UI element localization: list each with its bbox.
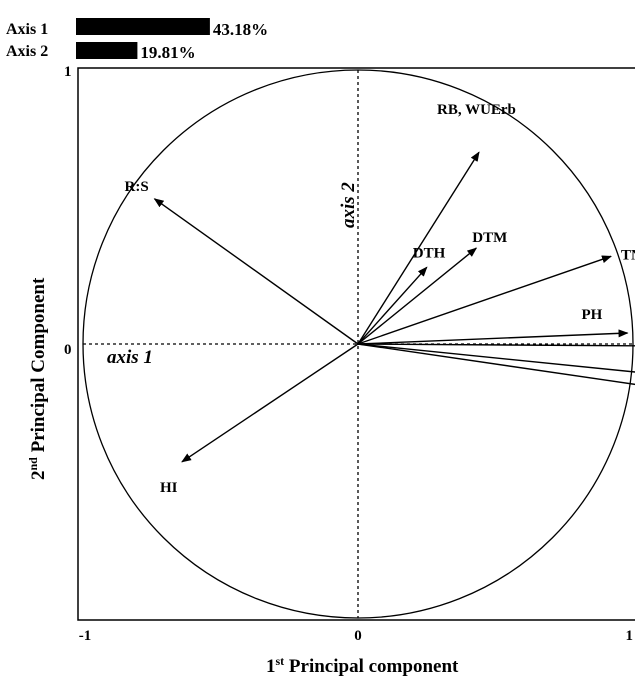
variance-label-axis2: Axis 2	[6, 43, 48, 60]
vector-arrow-tn	[357, 255, 612, 345]
variance-value-axis1: 43.18%	[213, 20, 268, 39]
x-axis-title-rest: Principal component	[284, 656, 459, 677]
variance-label-axis1: Axis 1	[6, 21, 48, 38]
vector-arrow-dth	[357, 266, 428, 345]
vector-label-ph: PH	[582, 307, 603, 323]
vector-arrow-rb-wuerb	[357, 151, 480, 345]
x-tick-label: 0	[354, 628, 362, 644]
y-axis-title-main: 2	[28, 471, 49, 481]
x-axis-title-sup: st	[276, 654, 285, 668]
vector-label-rb-wuerb: RB, WUErb	[437, 102, 516, 118]
vector-arrow-sw	[357, 343, 635, 386]
vector-label-r-s: R:S	[125, 179, 149, 195]
tick-labels: -1 0 1 1 0	[64, 64, 633, 644]
variance-bar-axis1	[76, 18, 210, 35]
y-axis-title-rest: Principal Component	[28, 277, 49, 457]
variance-legend: Axis 1 43.18% Axis 2 19.81%	[6, 18, 268, 62]
vector-arrow-hi	[181, 343, 359, 463]
axis1-annotation: axis 1	[107, 347, 153, 368]
y-axis-title: 2nd Principal Component	[26, 277, 49, 480]
x-tick-label: -1	[79, 628, 92, 644]
vector-arrow-sb-wuesb	[357, 343, 635, 347]
vector-label-dtm: DTM	[472, 230, 507, 246]
vector-label-tn: TN	[621, 247, 635, 263]
x-tick-label: 1	[626, 628, 634, 644]
vector-label-hi: HI	[160, 480, 178, 496]
vector-arrow-r-s	[153, 198, 359, 345]
variance-bar-axis2	[76, 42, 138, 59]
vector-arrow-gy-wueg	[357, 343, 635, 373]
vector-arrow-ph	[357, 329, 629, 345]
vector-label-dth: DTH	[413, 245, 446, 261]
variance-value-axis2: 19.81%	[140, 43, 195, 62]
y-tick-label: 0	[64, 342, 72, 358]
x-axis-title-main: 1	[266, 656, 276, 677]
plot-frame	[77, 67, 635, 621]
axis2-annotation: axis 2	[338, 182, 359, 228]
x-axis-title: 1st Principal component	[266, 654, 459, 677]
vector-arrow-dtm	[357, 247, 478, 345]
y-tick-label: 1	[64, 64, 72, 80]
y-axis-title-sup: nd	[26, 457, 40, 471]
